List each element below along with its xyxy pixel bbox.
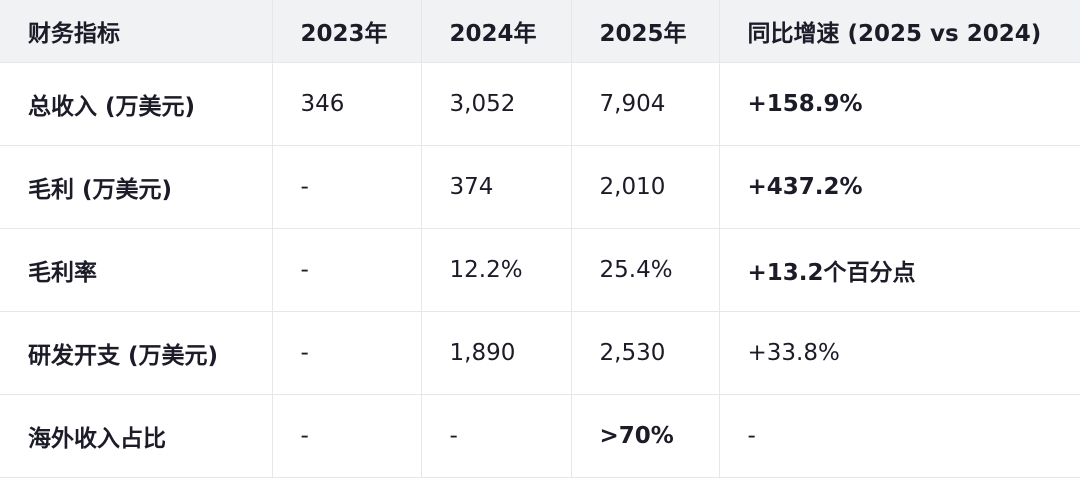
table-row: 毛利 (万美元) -374 2,010 +437.2% [0, 145, 1080, 229]
table-cell: 3,052 [420, 62, 572, 146]
table-cell: +33.8% [718, 311, 1080, 395]
table-cell: - [718, 394, 1080, 478]
header-row: 财务指标 2023年 2024年 2025年 同比增速 (2025 vs 2024) [0, 0, 1080, 63]
row-label: 研发开支 (万美元) [0, 311, 273, 395]
row-label: 海外收入占比 [0, 394, 273, 478]
column-header: 2024年 [420, 0, 572, 63]
table-row: 毛利率 -12.2% 25.4% +13.2个百分点 [0, 228, 1080, 312]
column-header: 财务指标 [0, 0, 273, 63]
table-cell: +158.9% [718, 62, 1080, 146]
table-cell: +13.2个百分点 [718, 228, 1080, 312]
column-header: 2025年 [570, 0, 720, 63]
row-label: 总收入 (万美元) [0, 62, 273, 146]
table-cell: 1,890 [420, 311, 572, 395]
table-cell: 2,010 [570, 145, 720, 229]
table-cell: 2,530 [570, 311, 720, 395]
table-cell: >70% [570, 394, 720, 478]
table-cell: - [420, 394, 572, 478]
table-cell: - [271, 311, 422, 395]
column-header: 同比增速 (2025 vs 2024) [718, 0, 1080, 63]
table-cell: 12.2% [420, 228, 572, 312]
table-cell: 346 [271, 62, 422, 146]
table-row: 研发开支 (万美元) -1,890 2,530 +33.8% [0, 311, 1080, 395]
table-cell: - [271, 145, 422, 229]
row-label: 毛利 (万美元) [0, 145, 273, 229]
row-label: 毛利率 [0, 228, 273, 312]
table-cell: +437.2% [718, 145, 1080, 229]
table-cell: 25.4% [570, 228, 720, 312]
table-row: 海外收入占比 - - >70% - [0, 394, 1080, 478]
table-cell: - [271, 394, 422, 478]
table-cell: 7,904 [570, 62, 720, 146]
table-row: 总收入 (万美元) 346 3,052 7,904 +158.9% [0, 62, 1080, 146]
table-cell: - [271, 228, 422, 312]
table-cell: 374 [420, 145, 572, 229]
column-header: 2023年 [271, 0, 422, 63]
